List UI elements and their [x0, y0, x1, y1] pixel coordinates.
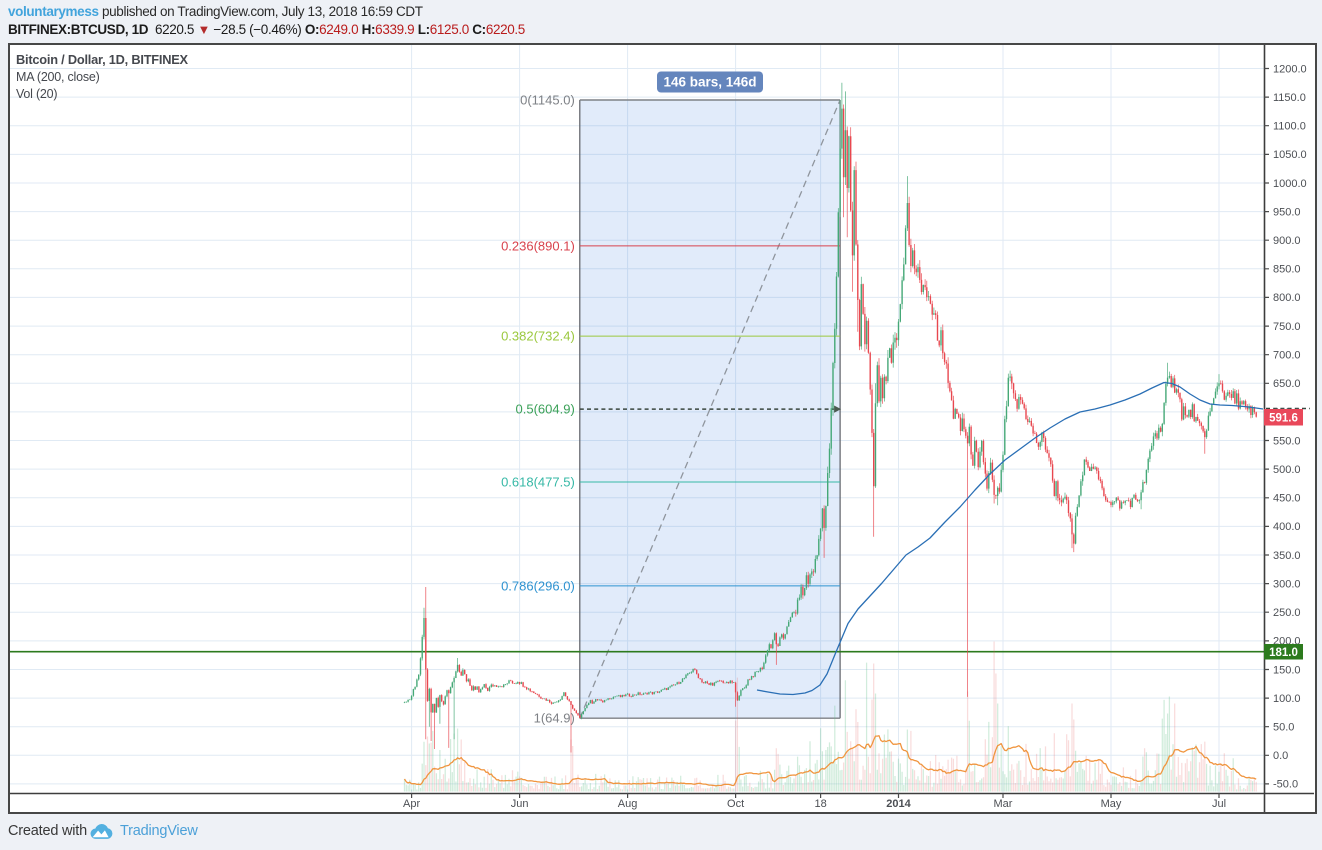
svg-text:Mar: Mar [994, 798, 1013, 810]
svg-text:100.0: 100.0 [1273, 693, 1301, 705]
svg-text:181.0: 181.0 [1269, 647, 1298, 659]
svg-text:1150.0: 1150.0 [1273, 92, 1306, 104]
svg-text:50.0: 50.0 [1273, 722, 1294, 734]
svg-text:650.0: 650.0 [1273, 378, 1301, 390]
svg-text:850.0: 850.0 [1273, 264, 1301, 276]
svg-text:0.0: 0.0 [1273, 750, 1288, 762]
svg-text:May: May [1101, 798, 1122, 810]
svg-text:Jul: Jul [1212, 798, 1226, 810]
svg-text:1000.0: 1000.0 [1273, 178, 1307, 190]
svg-text:400.0: 400.0 [1273, 521, 1301, 533]
svg-text:0.382(732.4): 0.382(732.4) [501, 329, 575, 344]
svg-text:2014: 2014 [886, 798, 911, 810]
svg-text:0.5(604.9): 0.5(604.9) [516, 402, 575, 417]
svg-text:300.0: 300.0 [1273, 578, 1301, 590]
svg-text:0.236(890.1): 0.236(890.1) [501, 238, 575, 253]
svg-text:0.618(477.5): 0.618(477.5) [501, 475, 575, 490]
svg-text:800.0: 800.0 [1273, 292, 1301, 304]
svg-text:1200.0: 1200.0 [1273, 63, 1307, 75]
svg-text:550.0: 550.0 [1273, 435, 1301, 447]
svg-text:Jun: Jun [511, 798, 529, 810]
svg-text:-50.0: -50.0 [1273, 779, 1298, 791]
svg-text:18: 18 [814, 798, 826, 810]
svg-text:0.786(296.0): 0.786(296.0) [501, 578, 575, 593]
svg-text:Aug: Aug [618, 798, 638, 810]
svg-text:Oct: Oct [727, 798, 744, 810]
svg-text:750.0: 750.0 [1273, 321, 1301, 333]
svg-text:450.0: 450.0 [1273, 493, 1301, 505]
svg-text:250.0: 250.0 [1273, 607, 1301, 619]
svg-text:900.0: 900.0 [1273, 235, 1301, 247]
svg-text:150.0: 150.0 [1273, 664, 1301, 676]
svg-text:591.6: 591.6 [1269, 413, 1298, 425]
svg-text:950.0: 950.0 [1273, 206, 1301, 218]
svg-text:700.0: 700.0 [1273, 350, 1301, 362]
svg-text:1100.0: 1100.0 [1273, 121, 1306, 133]
svg-text:1050.0: 1050.0 [1273, 149, 1307, 161]
svg-text:1(64.9): 1(64.9) [534, 711, 575, 726]
svg-text:500.0: 500.0 [1273, 464, 1301, 476]
svg-text:0(1145.0): 0(1145.0) [520, 93, 575, 108]
svg-text:Apr: Apr [403, 798, 420, 810]
svg-text:350.0: 350.0 [1273, 550, 1301, 562]
svg-text:146 bars, 146d: 146 bars, 146d [663, 75, 756, 90]
